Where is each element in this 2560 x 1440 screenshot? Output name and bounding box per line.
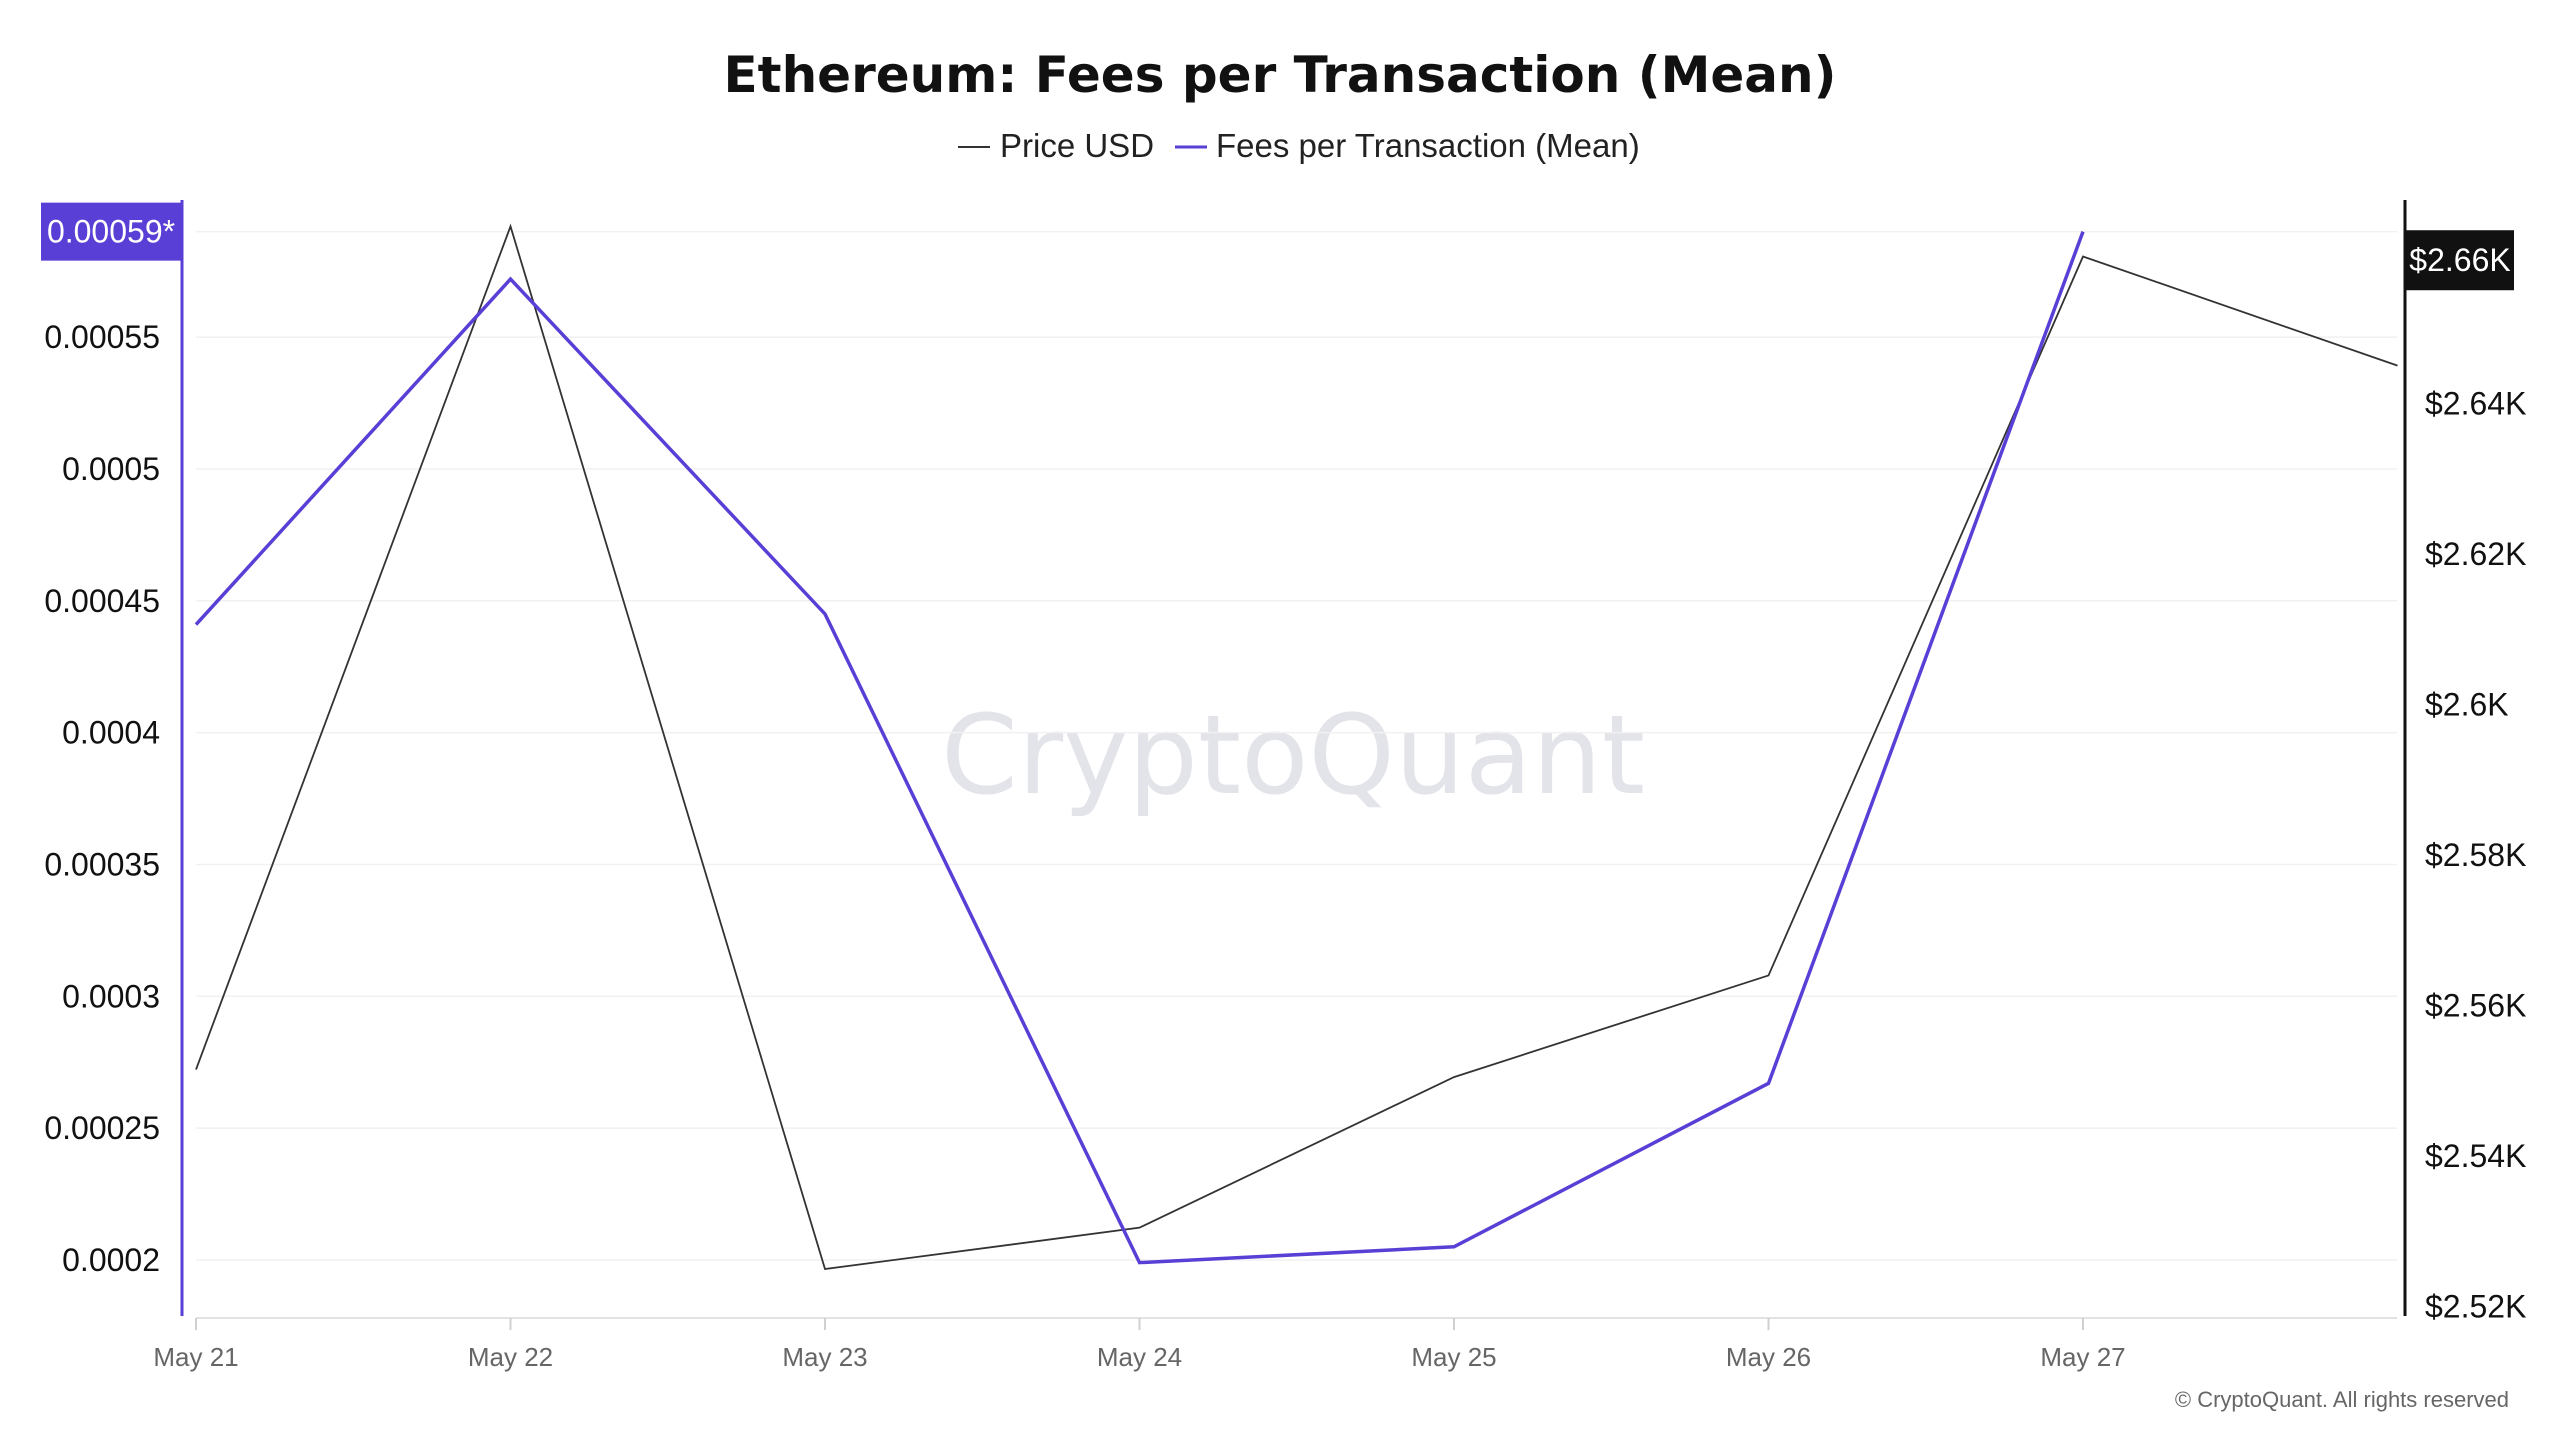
right-tick-label: $2.58K — [2425, 837, 2526, 873]
left-axis-current-value: 0.00059* — [47, 214, 175, 250]
data-point-fees[interactable] — [508, 276, 514, 282]
right-tick-label: $2.56K — [2425, 988, 2526, 1024]
series-lines — [194, 223, 2398, 1271]
legend-label-fees[interactable]: Fees per Transaction (Mean) — [1216, 127, 1640, 164]
left-tick-label: 0.0005 — [62, 451, 160, 487]
watermark: CryptoQuant — [941, 691, 1645, 819]
legend: Price USD Fees per Transaction (Mean) — [958, 127, 1640, 164]
data-point-fees[interactable] — [822, 611, 828, 617]
x-tick-label: May 26 — [1726, 1342, 1811, 1372]
x-tick-label: May 24 — [1097, 1342, 1182, 1372]
data-point-price[interactable] — [822, 1266, 828, 1272]
data-point-price[interactable] — [508, 223, 514, 229]
data-point-price[interactable] — [2395, 363, 2401, 369]
data-point-price[interactable] — [1137, 1225, 1143, 1231]
right-axis-current-badge — [2406, 230, 2514, 291]
data-point-fees[interactable] — [1766, 1080, 1772, 1086]
left-axis-current-badge — [41, 202, 182, 261]
right-axis-ticks: $2.52K $2.54K $2.56K $2.58K $2.6K $2.62K $2.64… — [2425, 385, 2526, 1324]
left-axis-ticks: 0.0002 0.00025 0.0003 0.00035 0.0004 0.00045 0… — [44, 319, 160, 1278]
data-point-price[interactable] — [1766, 972, 1772, 978]
x-tick-label: May 21 — [153, 1342, 238, 1372]
left-tick-label: 0.00055 — [44, 319, 160, 355]
data-point-fees[interactable] — [1137, 1260, 1143, 1266]
left-tick-label: 0.00035 — [44, 846, 160, 882]
right-tick-label: $2.52K — [2425, 1289, 2526, 1325]
x-tick-label: May 27 — [2040, 1342, 2125, 1372]
right-tick-label: $2.64K — [2425, 385, 2526, 421]
data-point-fees[interactable] — [2080, 229, 2086, 235]
x-tick-label: May 23 — [782, 1342, 867, 1372]
right-tick-label: $2.54K — [2425, 1138, 2526, 1174]
left-tick-label: 0.0004 — [62, 715, 160, 751]
series-line-fees[interactable] — [194, 231, 2085, 1265]
gridlines — [196, 230, 2397, 1261]
x-tick-label: May 22 — [468, 1342, 553, 1372]
copyright-notice: © CryptoQuant. All rights reserved — [2175, 1387, 2509, 1412]
data-point-price[interactable] — [1451, 1074, 1457, 1080]
left-tick-label: 0.0002 — [62, 1242, 160, 1278]
data-point-price[interactable] — [193, 1067, 199, 1073]
right-axis-current-value: $2.66K — [2409, 242, 2510, 278]
axes — [180, 200, 2407, 1319]
data-point-fees[interactable] — [193, 622, 199, 628]
left-tick-label: 0.0003 — [62, 978, 160, 1014]
axis-badges: 0.00059* $2.66K — [41, 202, 2514, 291]
legend-label-price[interactable]: Price USD — [1000, 127, 1154, 164]
x-axis-ticks: May 21 May 22 May 23 May 24 May 25 May 26 May … — [153, 1318, 2126, 1372]
left-tick-label: 0.00045 — [44, 583, 160, 619]
data-point-price[interactable] — [2080, 253, 2086, 259]
left-tick-label: 0.00025 — [44, 1110, 160, 1146]
right-tick-label: $2.62K — [2425, 536, 2526, 572]
data-point-fees[interactable] — [1451, 1244, 1457, 1250]
right-tick-label: $2.6K — [2425, 686, 2509, 722]
chart-title: Ethereum: Fees per Transaction (Mean) — [724, 46, 1837, 104]
x-tick-label: May 25 — [1411, 1342, 1496, 1372]
